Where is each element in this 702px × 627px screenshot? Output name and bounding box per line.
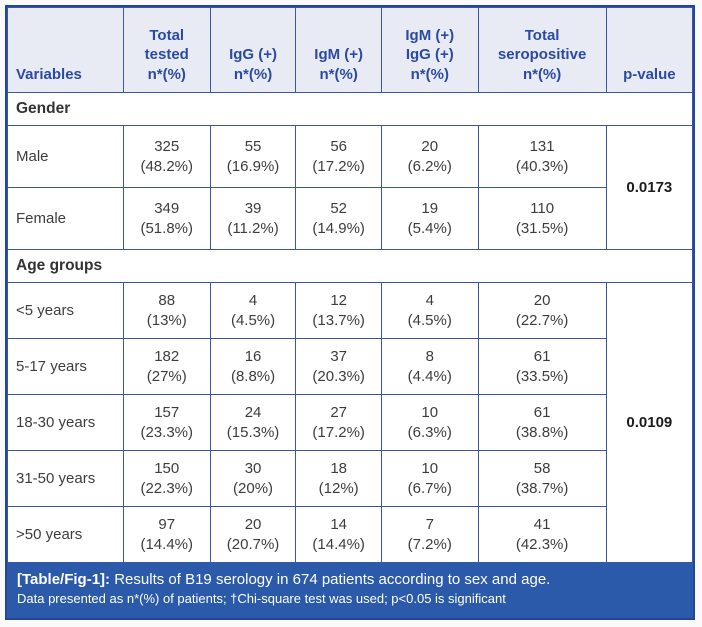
data-cell: 131 (40.3%) bbox=[477, 125, 607, 188]
data-cell: 20 (6.2%) bbox=[380, 125, 479, 188]
data-cell: 8 (4.4%) bbox=[380, 338, 479, 395]
row-label-over-50: >50 years bbox=[7, 506, 124, 563]
data-cell: 16 (8.8%) bbox=[209, 338, 297, 395]
data-cell: 27 (17.2%) bbox=[295, 394, 382, 451]
section-title-age-groups: Age groups bbox=[7, 249, 693, 283]
data-cell: 52 (14.9%) bbox=[295, 187, 382, 250]
row-label-female: Female bbox=[7, 187, 124, 250]
table-header-row: Variables Total tested n*(%) IgG (+) n*(… bbox=[7, 7, 694, 93]
column-header-igg: IgG (+) n*(%) bbox=[209, 7, 297, 93]
data-cell: 4 (4.5%) bbox=[380, 282, 479, 339]
data-cell: 110 (31.5%) bbox=[477, 187, 607, 250]
data-cell: 182 (27%) bbox=[122, 338, 211, 395]
data-cell: 61 (38.8%) bbox=[477, 394, 607, 451]
data-cell: 30 (20%) bbox=[209, 450, 297, 507]
data-cell: 20 (20.7%) bbox=[209, 506, 297, 563]
p-value-cell-age-groups: 0.0109 bbox=[605, 282, 694, 563]
data-cell: 4 (4.5%) bbox=[209, 282, 297, 339]
data-cell: 12 (13.7%) bbox=[295, 282, 382, 339]
column-header-total-seropositive: Total seropositive n*(%) bbox=[477, 7, 607, 93]
data-cell: 157 (23.3%) bbox=[122, 394, 211, 451]
column-header-variables: Variables bbox=[7, 7, 124, 93]
data-cell: 97 (14.4%) bbox=[122, 506, 211, 563]
caption-bar: [Table/Fig-1]: Results of B19 serology i… bbox=[7, 563, 693, 618]
section-row-age-groups: Age groups bbox=[7, 249, 693, 283]
data-cell: 58 (38.7%) bbox=[477, 450, 607, 507]
data-cell: 325 (48.2%) bbox=[122, 125, 211, 188]
section-title-gender: Gender bbox=[7, 92, 693, 126]
data-cell: 41 (42.3%) bbox=[477, 506, 607, 563]
figure-footnote: Data presented as n*(%) of patients; †Ch… bbox=[17, 591, 506, 607]
figure-label: [Table/Fig-1]: bbox=[17, 571, 111, 588]
data-cell: 19 (5.4%) bbox=[380, 187, 479, 250]
data-cell: 56 (17.2%) bbox=[295, 125, 382, 188]
data-cell: 10 (6.3%) bbox=[380, 394, 479, 451]
column-header-total-tested: Total tested n*(%) bbox=[122, 7, 211, 93]
caption-line: [Table/Fig-1]: Results of B19 serology i… bbox=[17, 570, 683, 590]
data-cell: 10 (6.7%) bbox=[380, 450, 479, 507]
data-cell: 7 (7.2%) bbox=[380, 506, 479, 563]
data-cell: 24 (15.3%) bbox=[209, 394, 297, 451]
column-header-igm: IgM (+) n*(%) bbox=[295, 7, 382, 93]
data-cell: 55 (16.9%) bbox=[209, 125, 297, 188]
table-figure-frame: Variables Total tested n*(%) IgG (+) n*(… bbox=[5, 5, 695, 620]
data-cell: 18 (12%) bbox=[295, 450, 382, 507]
column-header-p-value: p-value bbox=[605, 7, 694, 93]
figure-caption: Results of B19 serology in 674 patients … bbox=[114, 571, 551, 588]
table-row-male: Male 325 (48.2%) 55 (16.9%) 56 (17.2%) 2… bbox=[7, 125, 694, 250]
column-header-igm-igg: IgM (+) IgG (+) n*(%) bbox=[380, 7, 479, 93]
p-value-cell-gender: 0.0173 bbox=[605, 125, 694, 250]
serology-table: Variables Total tested n*(%) IgG (+) n*(… bbox=[7, 7, 694, 563]
table-row-under-5: <5 years 88 (13%) 4 (4.5%) 12 (13.7%) 4 … bbox=[7, 282, 694, 563]
data-cell: 14 (14.4%) bbox=[295, 506, 382, 563]
data-cell: 61 (33.5%) bbox=[477, 338, 607, 395]
data-cell: 88 (13%) bbox=[122, 282, 211, 339]
data-cell: 39 (11.2%) bbox=[209, 187, 297, 250]
data-cell: 20 (22.7%) bbox=[477, 282, 607, 339]
table-row-over-50: >50 years 97 (14.4%) 20 (20.7%) 14 (14.4… bbox=[7, 506, 693, 563]
row-label-5-17: 5-17 years bbox=[7, 338, 124, 395]
table-row-5-17: 5-17 years 182 (27%) 16 (8.8%) 37 (20.3%… bbox=[7, 338, 693, 395]
row-label-under-5: <5 years bbox=[7, 282, 124, 339]
section-row-gender: Gender bbox=[7, 92, 693, 126]
row-label-31-50: 31-50 years bbox=[7, 450, 124, 507]
row-label-male: Male bbox=[7, 125, 124, 188]
data-cell: 37 (20.3%) bbox=[295, 338, 382, 395]
data-cell: 150 (22.3%) bbox=[122, 450, 211, 507]
row-label-18-30: 18-30 years bbox=[7, 394, 124, 451]
data-cell: 349 (51.8%) bbox=[122, 187, 211, 250]
table-row-female: Female 349 (51.8%) 39 (11.2%) 52 (14.9%)… bbox=[7, 187, 693, 250]
table-row-18-30: 18-30 years 157 (23.3%) 24 (15.3%) 27 (1… bbox=[7, 394, 693, 451]
table-row-31-50: 31-50 years 150 (22.3%) 30 (20%) 18 (12%… bbox=[7, 450, 693, 507]
